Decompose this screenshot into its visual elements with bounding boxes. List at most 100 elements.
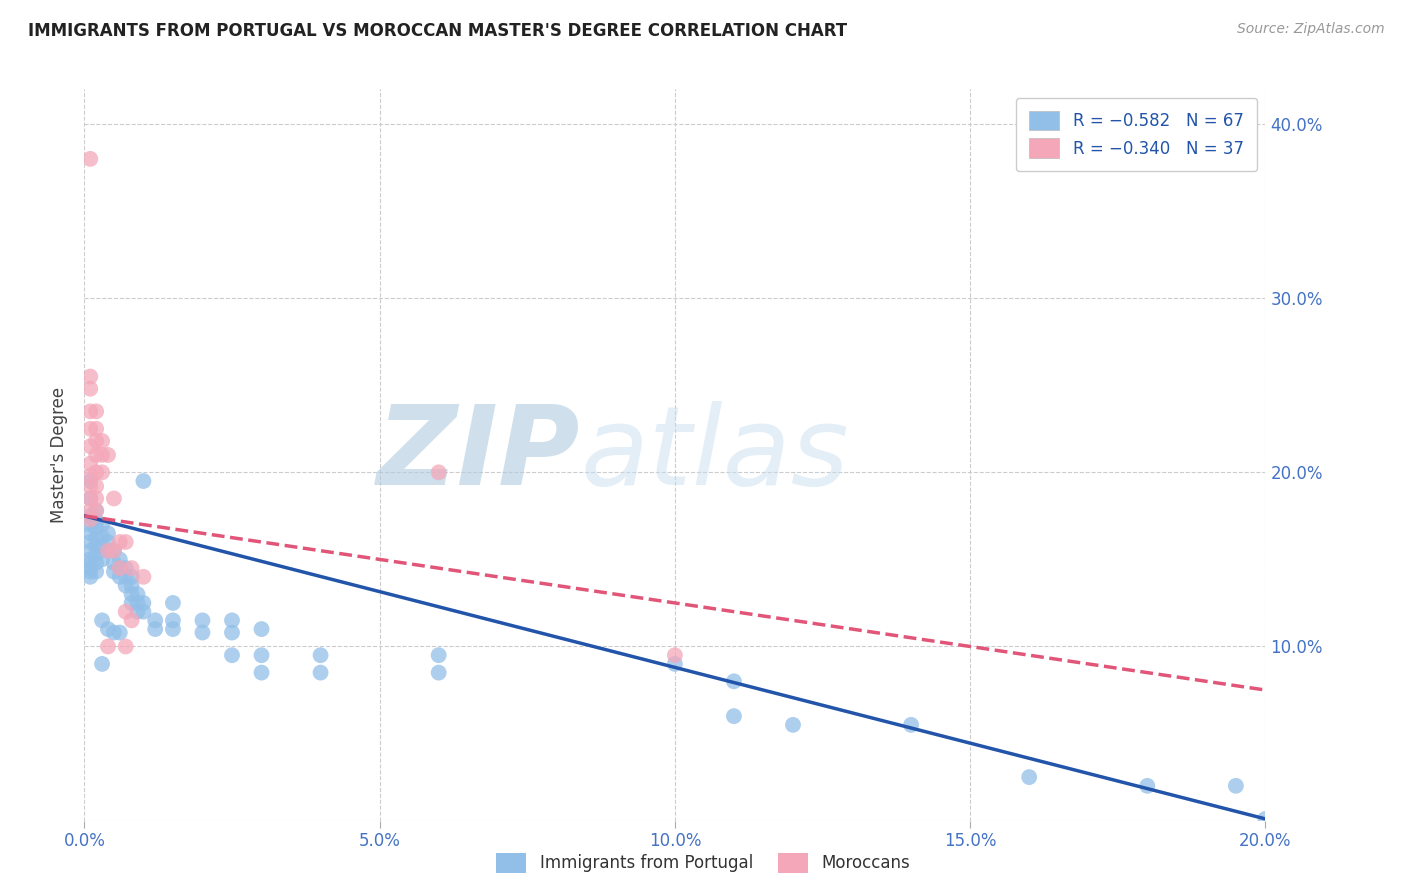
Point bbox=[127, 605, 149, 619]
Point bbox=[79, 479, 101, 493]
Point bbox=[1254, 812, 1277, 826]
Point bbox=[309, 665, 332, 680]
Point bbox=[103, 543, 125, 558]
Point bbox=[84, 547, 107, 561]
Point bbox=[97, 543, 120, 558]
Point bbox=[114, 605, 136, 619]
Point bbox=[79, 535, 101, 549]
Point bbox=[84, 521, 107, 535]
Point bbox=[79, 457, 101, 471]
Point bbox=[84, 556, 107, 570]
Point bbox=[250, 648, 273, 663]
Point bbox=[84, 479, 107, 493]
Point bbox=[121, 613, 143, 627]
Point bbox=[191, 625, 214, 640]
Point bbox=[84, 514, 107, 528]
Point bbox=[162, 622, 184, 636]
Point bbox=[79, 491, 101, 506]
Point bbox=[79, 508, 101, 523]
Point bbox=[103, 625, 125, 640]
Point bbox=[108, 561, 131, 575]
Point bbox=[427, 648, 450, 663]
Point bbox=[221, 613, 243, 627]
Point bbox=[79, 565, 101, 579]
Text: IMMIGRANTS FROM PORTUGAL VS MOROCCAN MASTER'S DEGREE CORRELATION CHART: IMMIGRANTS FROM PORTUGAL VS MOROCCAN MAS… bbox=[28, 22, 848, 40]
Point bbox=[664, 657, 686, 671]
Point bbox=[664, 648, 686, 663]
Point bbox=[79, 561, 101, 575]
Point bbox=[114, 535, 136, 549]
Point bbox=[79, 543, 101, 558]
Point bbox=[127, 596, 149, 610]
Point bbox=[103, 565, 125, 579]
Point bbox=[79, 503, 101, 517]
Point bbox=[1018, 770, 1040, 784]
Point bbox=[79, 382, 101, 396]
Point bbox=[121, 587, 143, 601]
Point bbox=[84, 448, 107, 462]
Point bbox=[84, 532, 107, 546]
Point bbox=[79, 468, 101, 483]
Point bbox=[84, 466, 107, 480]
Point bbox=[91, 657, 114, 671]
Point bbox=[114, 640, 136, 654]
Point bbox=[132, 605, 155, 619]
Point bbox=[143, 613, 166, 627]
Point bbox=[79, 556, 101, 570]
Point bbox=[84, 422, 107, 436]
Point bbox=[79, 526, 101, 541]
Point bbox=[79, 152, 101, 166]
Legend: R = −0.582   N = 67, R = −0.340   N = 37: R = −0.582 N = 67, R = −0.340 N = 37 bbox=[1017, 97, 1257, 171]
Point bbox=[162, 596, 184, 610]
Point bbox=[91, 552, 114, 566]
Point bbox=[91, 466, 114, 480]
Point bbox=[97, 448, 120, 462]
Point bbox=[103, 556, 125, 570]
Point bbox=[1136, 779, 1159, 793]
Point bbox=[1225, 779, 1247, 793]
Point bbox=[103, 543, 125, 558]
Point bbox=[97, 535, 120, 549]
Point bbox=[427, 665, 450, 680]
Point bbox=[162, 613, 184, 627]
Point bbox=[132, 570, 155, 584]
Point bbox=[91, 434, 114, 448]
Point bbox=[79, 552, 101, 566]
Point bbox=[97, 526, 120, 541]
Point bbox=[108, 625, 131, 640]
Point bbox=[79, 422, 101, 436]
Point bbox=[97, 640, 120, 654]
Point bbox=[91, 448, 114, 462]
Point bbox=[84, 503, 107, 517]
Point bbox=[221, 625, 243, 640]
Point bbox=[84, 539, 107, 553]
Point bbox=[91, 517, 114, 532]
Point bbox=[121, 578, 143, 592]
Point bbox=[84, 565, 107, 579]
Point bbox=[782, 718, 804, 732]
Point bbox=[84, 503, 107, 517]
Point bbox=[121, 561, 143, 575]
Y-axis label: Master's Degree: Master's Degree bbox=[51, 387, 69, 523]
Point bbox=[79, 439, 101, 453]
Point bbox=[91, 613, 114, 627]
Point bbox=[79, 491, 101, 506]
Point bbox=[723, 709, 745, 723]
Point bbox=[114, 561, 136, 575]
Point bbox=[108, 561, 131, 575]
Text: Source: ZipAtlas.com: Source: ZipAtlas.com bbox=[1237, 22, 1385, 37]
Point bbox=[97, 622, 120, 636]
Point bbox=[309, 648, 332, 663]
Point bbox=[79, 369, 101, 384]
Text: atlas: atlas bbox=[581, 401, 849, 508]
Point bbox=[132, 474, 155, 488]
Point bbox=[127, 587, 149, 601]
Text: ZIP: ZIP bbox=[377, 401, 581, 508]
Point bbox=[114, 578, 136, 592]
Point bbox=[91, 540, 114, 554]
Point bbox=[221, 648, 243, 663]
Point bbox=[79, 512, 101, 526]
Point bbox=[108, 552, 131, 566]
Point bbox=[250, 665, 273, 680]
Point bbox=[84, 404, 107, 418]
